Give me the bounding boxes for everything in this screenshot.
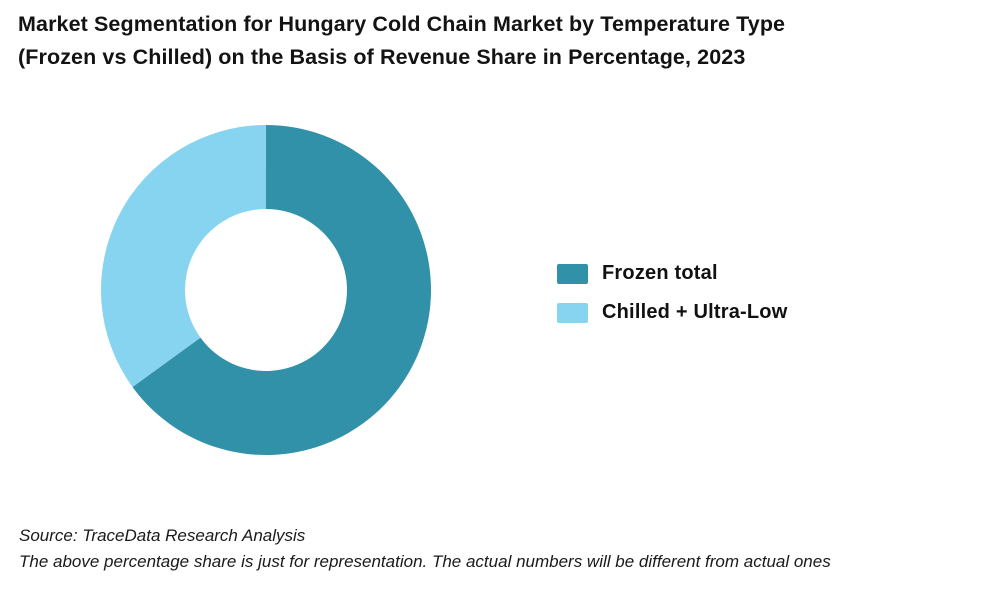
legend-label-frozen-total: Frozen total xyxy=(602,262,718,284)
donut-segment-chilled-ultra-low xyxy=(101,125,266,387)
donut-chart xyxy=(101,125,431,455)
donut-segment-frozen-total xyxy=(132,125,431,455)
legend-item-chilled-ultra-low: Chilled + Ultra-Low xyxy=(557,301,787,324)
chart-title-line-2: (Frozen vs Chilled) on the Basis of Reve… xyxy=(18,45,746,69)
legend-swatch-frozen-total xyxy=(557,263,588,284)
legend-item-frozen-total: Frozen total xyxy=(557,262,787,285)
chart-title: Market Segmentation for Hungary Cold Cha… xyxy=(18,8,958,74)
donut-svg xyxy=(101,125,431,455)
disclaimer-line: The above percentage share is just for r… xyxy=(19,552,831,571)
legend-label-chilled-ultra-low: Chilled + Ultra-Low xyxy=(602,301,788,323)
legend: Frozen total Chilled + Ultra-Low xyxy=(557,262,787,324)
chart-title-line-1: Market Segmentation for Hungary Cold Cha… xyxy=(18,12,786,36)
legend-swatch-chilled-ultra-low xyxy=(557,302,588,323)
source-line: Source: TraceData Research Analysis xyxy=(19,526,306,545)
footnote: Source: TraceData Research Analysis The … xyxy=(19,523,979,575)
